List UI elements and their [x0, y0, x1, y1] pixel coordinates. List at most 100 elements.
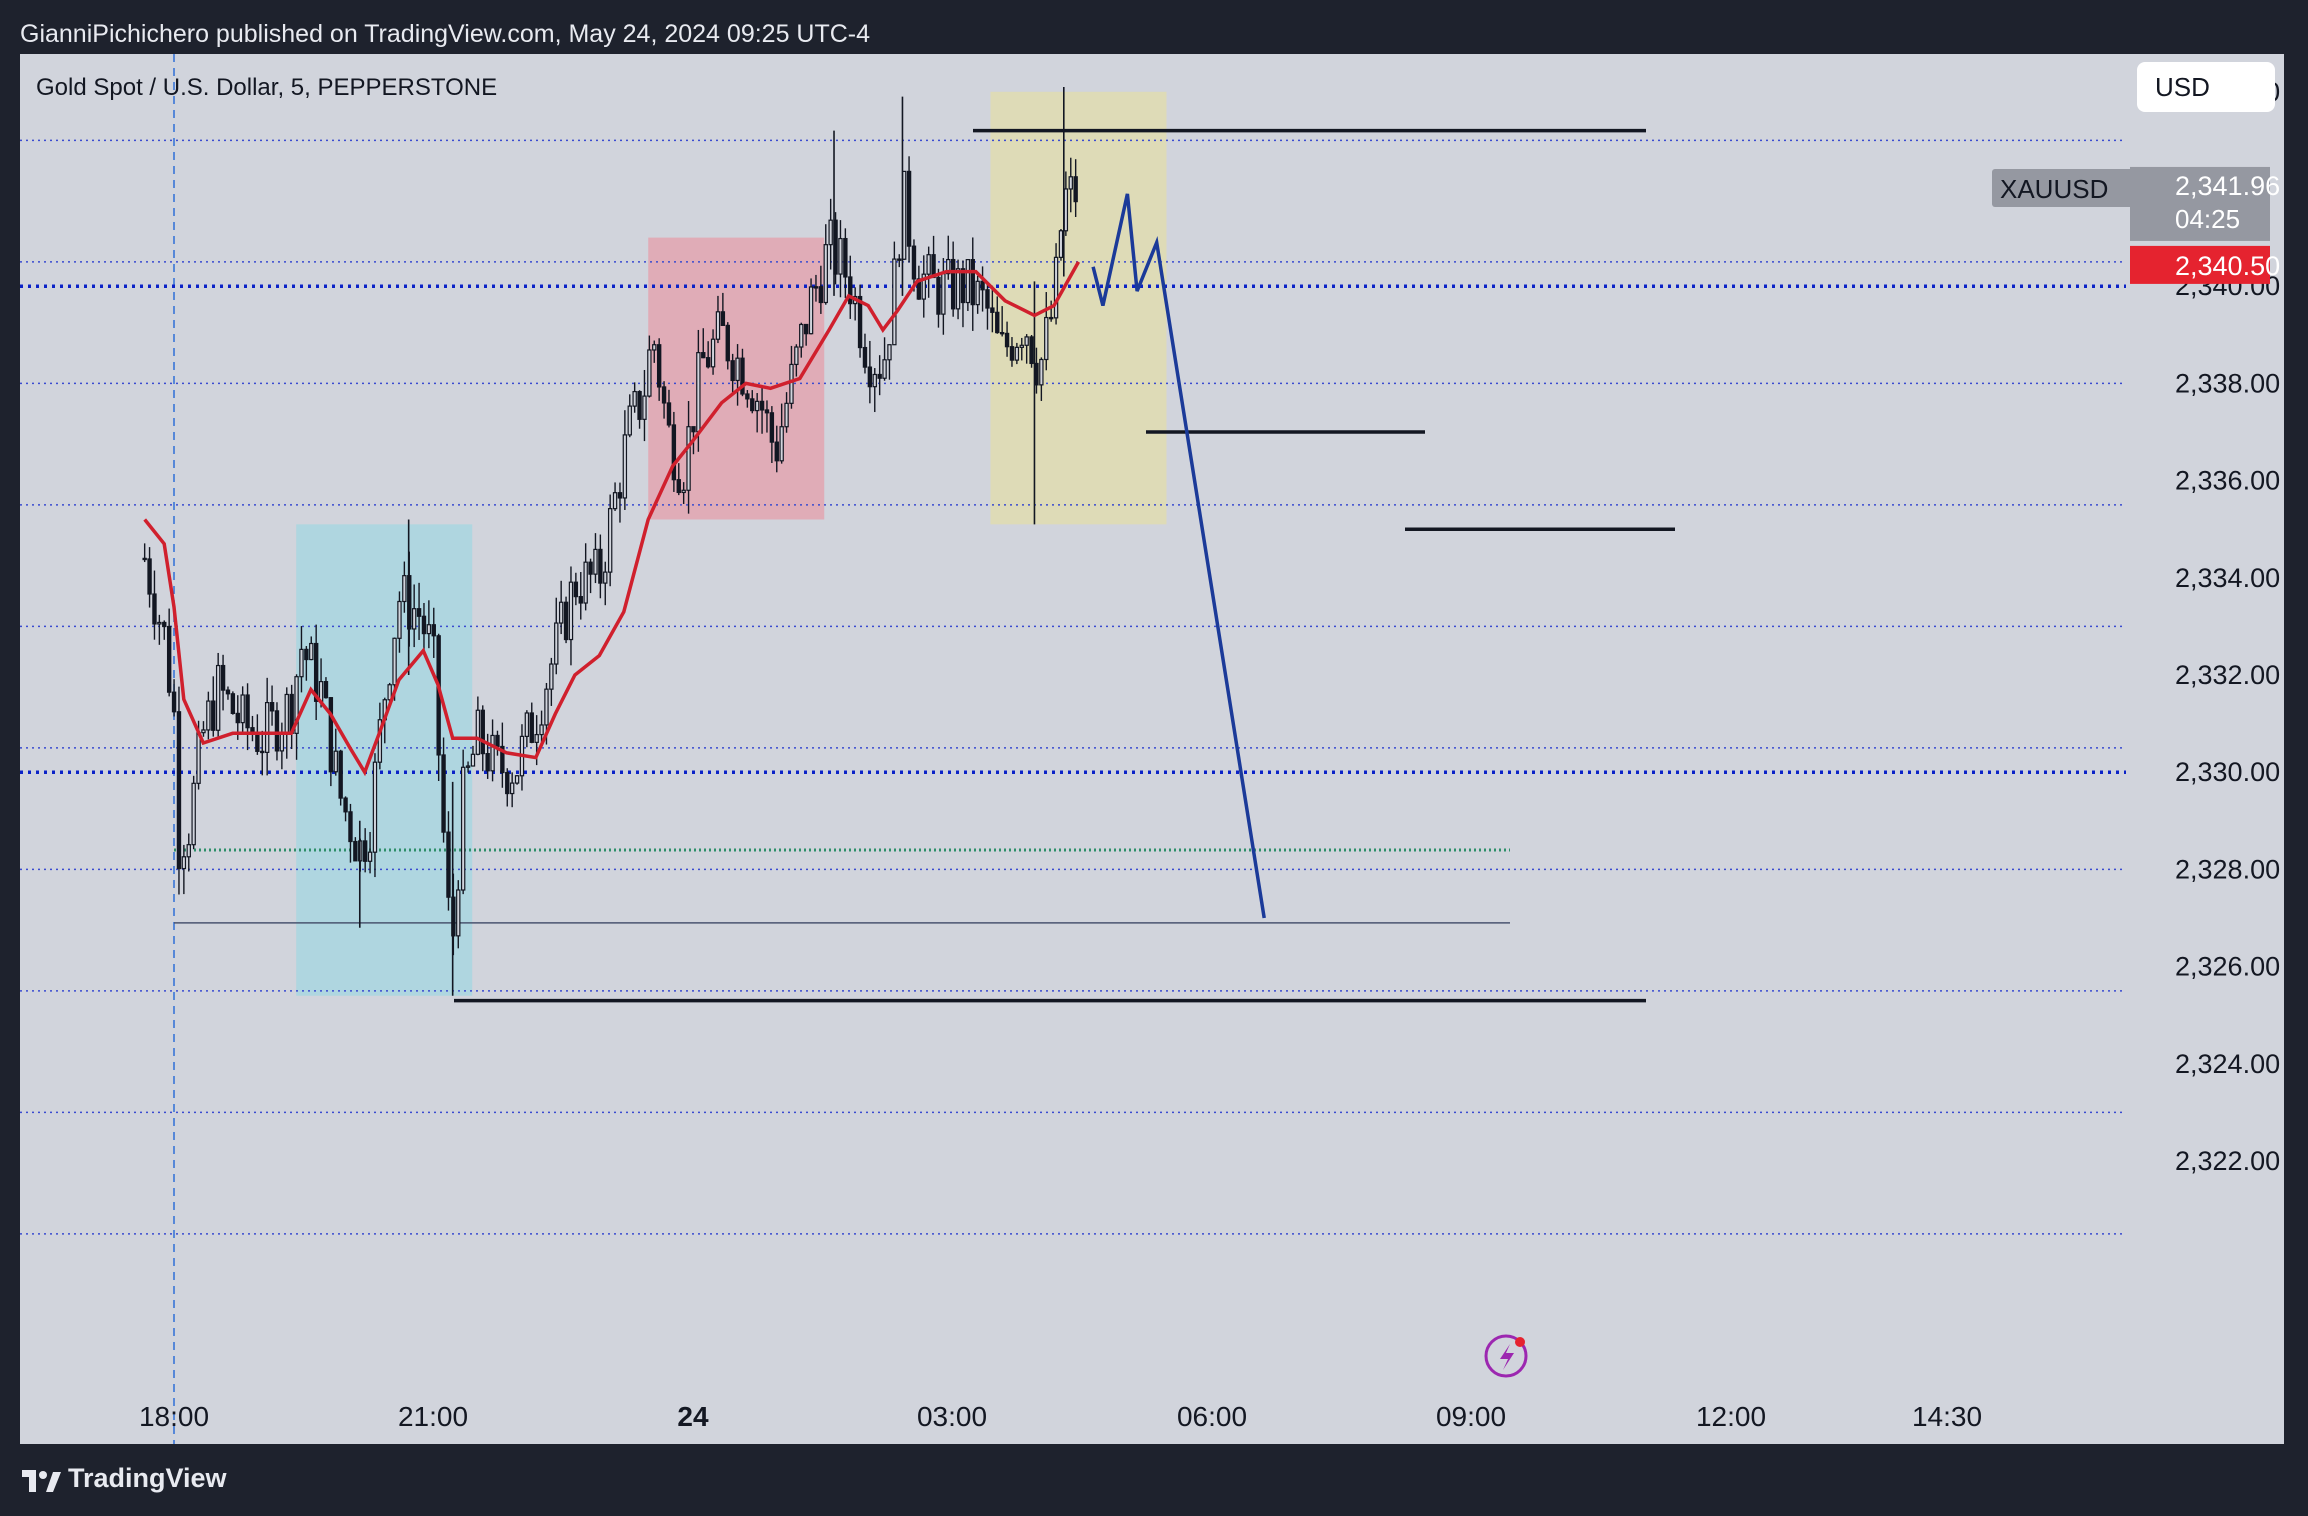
- candle-body: [299, 648, 304, 678]
- candle-body: [157, 621, 162, 625]
- candle-body: [1004, 332, 1010, 348]
- candle-body: [617, 492, 623, 499]
- publish-info: GianniPichichero published on TradingVie…: [20, 20, 871, 48]
- tradingview-logo-icon[interactable]: [22, 1470, 62, 1494]
- candle-body: [166, 625, 172, 693]
- candle-body: [980, 280, 985, 291]
- candle-body: [539, 724, 544, 736]
- x-tick-label: 21:00: [398, 1401, 468, 1432]
- candle-body: [647, 349, 652, 397]
- ema-price-label: 2,340.50: [2175, 251, 2280, 281]
- candle-body: [372, 761, 378, 853]
- candle-body: [799, 323, 804, 348]
- candle-body: [985, 289, 990, 309]
- candle-body: [764, 409, 770, 414]
- candle-body: [441, 754, 446, 833]
- candle-body: [554, 622, 559, 665]
- candle-body: [529, 712, 534, 743]
- candle-body: [534, 733, 539, 743]
- candle-body: [465, 765, 471, 768]
- candle-body: [872, 373, 877, 388]
- candle-body: [563, 601, 569, 641]
- candle-body: [960, 268, 966, 304]
- candle-body: [152, 593, 157, 625]
- candle-body: [544, 688, 549, 726]
- candle-body: [612, 492, 618, 510]
- candle-body: [279, 732, 285, 752]
- candle-body: [402, 575, 407, 603]
- y-tick-label: 2,332.00: [2175, 660, 2280, 690]
- currency-button[interactable]: USD: [2137, 62, 2275, 112]
- candle-body: [220, 664, 226, 691]
- candle-body: [328, 697, 334, 773]
- candle-body: [911, 245, 917, 280]
- candle-body: [955, 268, 961, 310]
- candle-body: [353, 840, 358, 862]
- candle-body: [446, 831, 451, 898]
- symbol-title[interactable]: Gold Spot / U.S. Dollar, 5, PEPPERSTONE: [36, 74, 498, 101]
- candle-body: [1063, 188, 1069, 232]
- candle-body: [573, 581, 579, 598]
- candle-body: [661, 386, 667, 404]
- candle-body: [480, 709, 485, 755]
- zone-blue: [296, 524, 473, 996]
- candle-body: [715, 311, 721, 340]
- candle-body: [941, 273, 946, 315]
- candle-body: [999, 331, 1005, 335]
- x-tick-label: 06:00: [1177, 1401, 1247, 1432]
- candle-body: [245, 694, 250, 729]
- candle-body: [1044, 316, 1049, 361]
- candle-body: [1039, 358, 1044, 386]
- candle-body: [367, 851, 373, 862]
- candle-body: [509, 782, 515, 795]
- chart-area[interactable]: 2,322.00 2,324.00 2,326.00 2,328.00 2,330.00…: [20, 54, 2284, 1444]
- candle-body: [323, 681, 329, 699]
- candle-body: [808, 286, 814, 335]
- candle-body: [171, 691, 177, 713]
- candle-body: [304, 648, 309, 661]
- candle-body: [431, 624, 436, 637]
- candle-body: [701, 352, 706, 359]
- ema-price-tag: [2130, 245, 2270, 284]
- candle-body: [201, 729, 206, 734]
- x-tick-label: 12:00: [1696, 1401, 1766, 1432]
- publish-header: GianniPichichero published on TradingVie…: [0, 0, 2308, 54]
- candle-body: [309, 642, 314, 661]
- candle-body: [313, 642, 319, 702]
- candle-body: [632, 390, 637, 407]
- candle-body: [578, 596, 583, 604]
- candle-body: [887, 344, 892, 361]
- candle-body: [225, 689, 231, 695]
- last-price-tag: [2130, 166, 2270, 241]
- candle-body: [274, 710, 280, 752]
- candle-body: [848, 276, 853, 305]
- candle-body: [622, 434, 628, 499]
- candle-body: [843, 237, 848, 278]
- tradingview-brand[interactable]: TradingView: [68, 1463, 227, 1493]
- candle-body: [284, 693, 289, 734]
- candle-body: [789, 363, 794, 404]
- candle-body: [759, 400, 765, 411]
- candle-body: [740, 357, 745, 395]
- candle-body: [456, 889, 461, 937]
- candle-body: [892, 258, 897, 346]
- candle-body: [607, 508, 613, 573]
- chart-canvas[interactable]: 2,322.00 2,324.00 2,326.00 2,328.00 2,330.00…: [20, 54, 2284, 1444]
- y-tick-label: 2,326.00: [2175, 952, 2280, 982]
- candle-body: [147, 558, 152, 595]
- lightning-icon[interactable]: [1484, 1334, 1528, 1378]
- candle-body: [1034, 362, 1039, 386]
- candle-body: [656, 344, 662, 388]
- candle-body: [186, 844, 191, 858]
- candle-body: [1048, 316, 1054, 320]
- candle-body: [946, 258, 951, 275]
- candle-body: [754, 400, 760, 412]
- candle-body: [255, 733, 260, 752]
- candle-body: [1053, 256, 1059, 319]
- candle-body: [162, 621, 167, 628]
- candle-body: [495, 734, 500, 748]
- candle-body: [397, 600, 402, 639]
- candle-body: [686, 426, 691, 491]
- candle-body: [965, 259, 971, 304]
- candle-body: [211, 700, 216, 731]
